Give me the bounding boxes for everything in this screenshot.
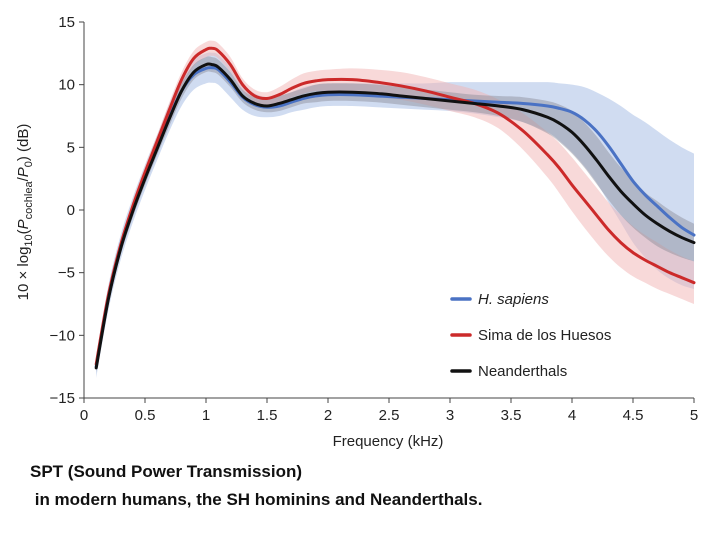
x-tick-label: 5 xyxy=(690,407,698,424)
legend-label-h-sapiens: H. sapiens xyxy=(478,291,549,308)
y-tick-label: −5 xyxy=(58,265,75,282)
y-tick-label: 15 xyxy=(58,14,75,31)
y-tick-label: 0 xyxy=(67,202,75,219)
x-tick-label: 2.5 xyxy=(379,407,400,424)
x-tick-label: 1 xyxy=(202,407,210,424)
line-neanderthals xyxy=(94,62,696,370)
caption-line-1: SPT (Sound Power Transmission) xyxy=(30,462,303,481)
y-axis-label: 10 × log10(Pcochlea/P0) (dB) xyxy=(15,124,35,301)
x-tick-labels: 0 0.5 1 1.5 2 2.5 3 3.5 4 4.5 5 xyxy=(80,407,698,424)
band-sima-de-los-huesos xyxy=(96,40,694,370)
legend: H. sapiens Sima de los Huesos Neanderthals xyxy=(450,291,611,380)
x-tick-label: 0.5 xyxy=(135,407,156,424)
y-tick-label: 10 xyxy=(58,77,75,94)
legend-label-neanderthals: Neanderthals xyxy=(478,363,567,380)
confidence-bands xyxy=(96,40,694,378)
line-sima-de-los-huesos xyxy=(94,46,696,366)
legend-label-sima-de-los-huesos: Sima de los Huesos xyxy=(478,327,611,344)
axes xyxy=(79,21,695,403)
x-tick-label: 4.5 xyxy=(623,407,644,424)
x-tick-label: 2 xyxy=(324,407,332,424)
x-tick-label: 0 xyxy=(80,407,88,424)
y-tick-label: 5 xyxy=(67,139,75,156)
y-tick-label: −15 xyxy=(50,390,75,407)
y-tick-labels: 15 10 5 0 −5 −10 −15 xyxy=(50,14,75,407)
x-tick-label: 3.5 xyxy=(501,407,522,424)
x-tick-label: 1.5 xyxy=(257,407,278,424)
series-lines xyxy=(94,46,696,370)
caption-line-2: in modern humans, the SH hominins and Ne… xyxy=(30,490,483,509)
x-tick-label: 3 xyxy=(446,407,454,424)
y-tick-label: −10 xyxy=(50,327,75,344)
spt-chart: 0 0.5 1 1.5 2 2.5 3 3.5 4 4.5 5 15 10 5 0 −5 −10 −15 Fre… xyxy=(15,14,698,450)
x-axis-label: Frequency (kHz) xyxy=(333,433,444,450)
x-tick-label: 4 xyxy=(568,407,576,424)
svg-text:10 × log10(Pcochlea/P0) (dB): 10 × log10(Pcochlea/P0) (dB) xyxy=(15,124,35,301)
